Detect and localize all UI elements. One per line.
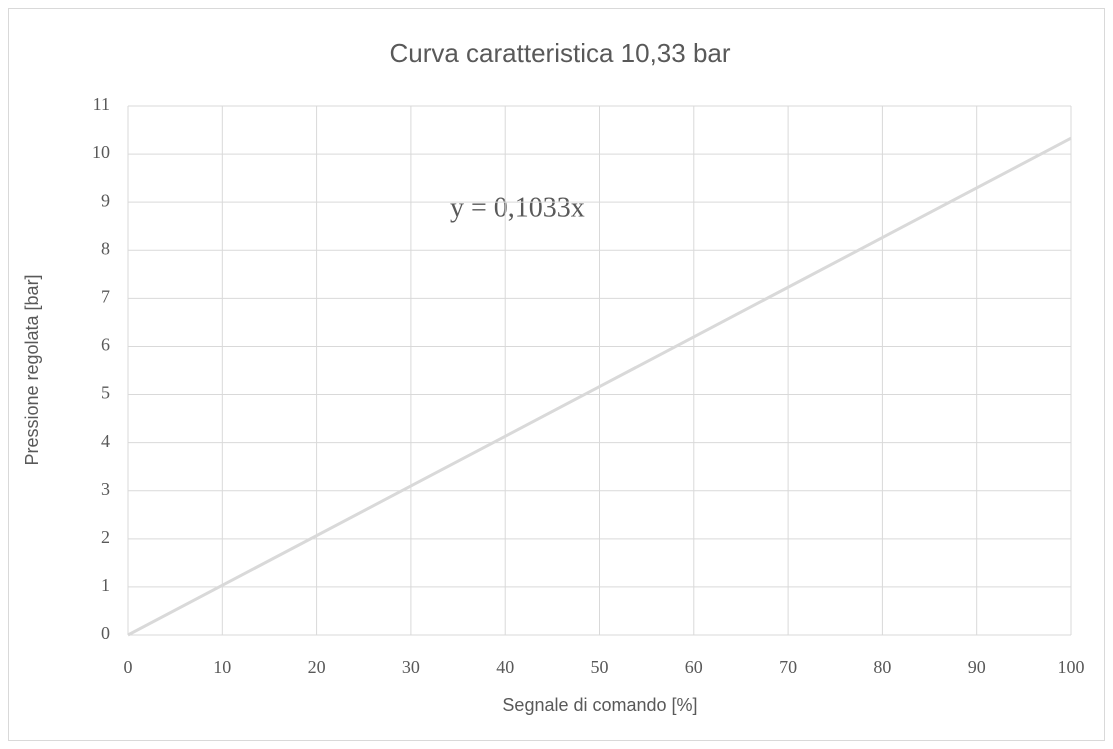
x-tick-label: 10 [213,657,231,677]
data-line [127,136,1072,637]
x-tick-label: 70 [779,657,797,677]
chart-frame [8,8,1105,741]
x-tick-label: 20 [308,657,326,677]
y-tick-label: 5 [101,383,110,403]
chart-title: Curva caratteristica 10,33 bar [389,38,730,68]
y-axis-label: Pressione regolata [bar] [22,274,42,465]
y-tick-label: 2 [101,527,110,547]
x-tick-label: 50 [591,657,609,677]
y-tick-label: 9 [101,190,110,210]
x-tick-label: 60 [685,657,703,677]
y-tick-label: 7 [101,286,110,306]
x-tick-label: 30 [402,657,420,677]
y-tick-label: 0 [101,623,110,643]
x-axis-label: Segnale di comando [%] [502,695,697,715]
y-tick-label: 4 [101,431,110,451]
y-tick-label: 10 [92,142,110,162]
y-tick-label: 3 [101,479,110,499]
x-tick-label: 80 [873,657,891,677]
x-tick-label: 0 [124,657,133,677]
y-tick-label: 11 [93,94,110,114]
y-tick-label: 1 [101,575,110,595]
y-tick-label: 6 [101,335,110,355]
x-tick-label: 100 [1058,657,1085,677]
y-tick-label: 8 [101,238,110,258]
annotation: y = 0,1033x [450,192,585,223]
x-tick-label: 90 [968,657,986,677]
x-tick-label: 40 [496,657,514,677]
